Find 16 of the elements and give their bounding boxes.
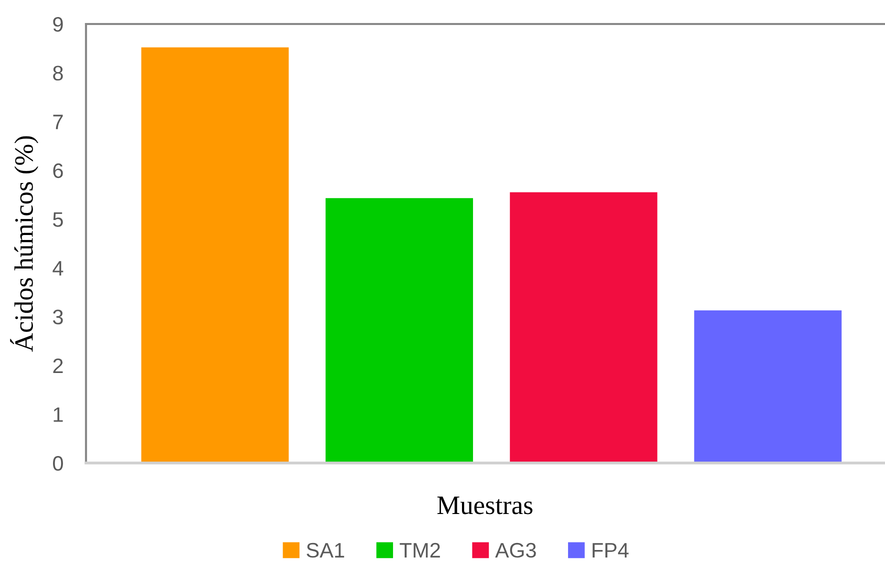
y-tick-label: 3	[52, 310, 63, 324]
y-tick-label: 2	[53, 358, 63, 373]
y-axis-title: Ácidos húmicos (%)	[10, 136, 38, 352]
y-tick-label: 0	[53, 456, 63, 471]
legend-label: FP4	[592, 543, 629, 558]
y-tick-label: 1	[54, 407, 63, 422]
legend-label: TM2	[400, 542, 440, 558]
x-axis-title: Muestras	[437, 496, 532, 514]
legend-label: AG3	[495, 542, 536, 558]
y-tick-label: 8	[53, 66, 63, 81]
legend-label: SA1	[306, 542, 344, 558]
y-tick-label: 5	[53, 212, 63, 227]
y-tick-label: 4	[52, 261, 64, 276]
y-tick-label: 7	[53, 114, 63, 130]
y-tick-label: 6	[53, 163, 63, 178]
y-tick-label: 9	[53, 17, 63, 32]
